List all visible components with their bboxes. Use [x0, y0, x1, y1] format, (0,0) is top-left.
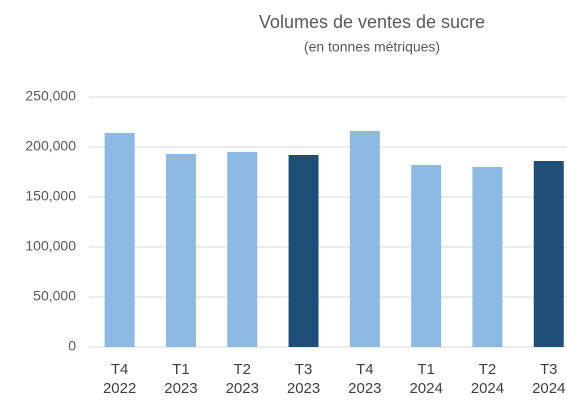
x-tick-label: T4 2022 [102, 361, 137, 397]
bar [104, 133, 135, 347]
bar [349, 131, 380, 347]
bar [227, 152, 258, 347]
bar [411, 165, 442, 347]
x-tick-label: T2 2023 [225, 361, 259, 397]
x-tick-label: T2 2024 [470, 361, 505, 397]
y-tick-label: 200,000 [25, 138, 76, 154]
bar [165, 154, 196, 347]
x-tick-label: T3 2024 [532, 361, 566, 397]
chart-subtitle: (en tonnes métriques) [304, 39, 440, 55]
y-tick-label: 50,000 [33, 288, 76, 304]
bar [472, 167, 503, 347]
x-tick-label: T4 2023 [348, 361, 382, 397]
x-tick-label: T3 2023 [286, 361, 321, 397]
y-tick-label: 0 [68, 338, 76, 354]
bar [533, 161, 564, 347]
x-tick-label: T1 2023 [164, 361, 198, 397]
chart-title: Volumes de ventes de sucre [259, 12, 485, 32]
y-tick-label: 250,000 [25, 88, 76, 104]
x-tick-label: T1 2024 [409, 361, 443, 397]
bar [288, 155, 319, 347]
y-tick-label: 150,000 [25, 188, 76, 204]
y-tick-label: 100,000 [25, 238, 76, 254]
